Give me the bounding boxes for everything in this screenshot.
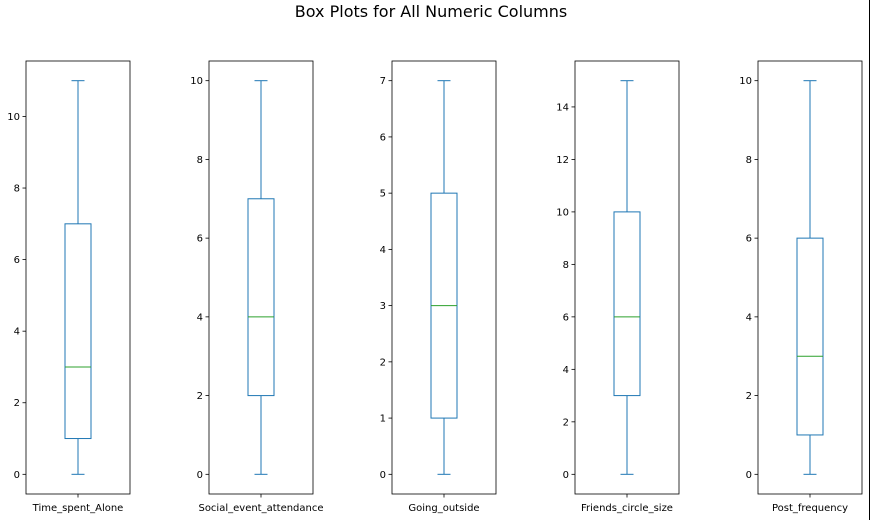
x-tick-label: Post_frequency xyxy=(772,503,848,514)
y-tick-label: 0 xyxy=(563,470,569,481)
y-tick-label: 6 xyxy=(14,255,20,266)
y-tick-label: 2 xyxy=(380,357,386,368)
y-tick-label: 7 xyxy=(380,76,386,87)
y-tick-label: 8 xyxy=(746,155,752,166)
iqr-box xyxy=(613,211,641,397)
y-tick-label: 1 xyxy=(380,414,386,425)
y-tick-label: 4 xyxy=(14,327,20,338)
y-tick-label: 10 xyxy=(190,76,203,87)
y-tick-label: 2 xyxy=(197,391,203,402)
y-tick-label: 4 xyxy=(563,365,569,376)
figure-title: Box Plots for All Numeric Columns xyxy=(295,2,567,21)
box-panel-3: 0 1 2 3 4 5 6 7 Going_outside xyxy=(380,60,497,514)
y-tick-label: 6 xyxy=(197,234,203,245)
x-tick-label: Friends_circle_size xyxy=(581,503,673,514)
y-tick-label: 4 xyxy=(380,245,386,256)
box-panel-4: 0 2 4 6 8 10 12 14 Friends_circle_size xyxy=(556,60,680,514)
y-tick-label: 0 xyxy=(14,470,20,481)
iqr-box xyxy=(64,223,92,440)
box-panel-2: 0 2 4 6 8 10 Social_event_attendance xyxy=(190,60,324,514)
y-tick-label: 10 xyxy=(556,207,569,218)
y-tick-label: 8 xyxy=(14,184,20,195)
y-tick-label: 14 xyxy=(556,102,569,113)
right-edge-divider xyxy=(869,0,870,520)
y-tick-label: 2 xyxy=(563,417,569,428)
box-panel-5: 0 2 4 6 8 10 Post_frequency xyxy=(739,60,863,514)
x-tick-label: Going_outside xyxy=(408,503,479,514)
y-tick-label: 0 xyxy=(197,470,203,481)
y-tick-label: 4 xyxy=(746,312,752,323)
y-tick-label: 6 xyxy=(746,234,752,245)
y-tick-label: 8 xyxy=(197,155,203,166)
y-tick-label: 6 xyxy=(563,312,569,323)
y-tick-label: 2 xyxy=(746,391,752,402)
y-tick-label: 8 xyxy=(563,260,569,271)
box-panel-1: 0 2 4 6 8 10 Time_spent_Alone xyxy=(7,60,131,514)
y-tick-label: 4 xyxy=(197,312,203,323)
y-tick-label: 5 xyxy=(380,189,386,200)
iqr-box xyxy=(247,198,275,397)
x-tick-label: Time_spent_Alone xyxy=(32,503,124,514)
y-tick-label: 3 xyxy=(380,301,386,312)
y-tick-label: 6 xyxy=(380,132,386,143)
iqr-box xyxy=(796,237,824,436)
y-tick-label: 0 xyxy=(746,470,752,481)
y-tick-label: 0 xyxy=(380,470,386,481)
y-tick-label: 12 xyxy=(556,155,569,166)
y-tick-label: 10 xyxy=(739,76,752,87)
x-tick-label: Social_event_attendance xyxy=(198,503,323,514)
y-tick-label: 10 xyxy=(7,112,20,123)
y-tick-label: 2 xyxy=(14,398,20,409)
